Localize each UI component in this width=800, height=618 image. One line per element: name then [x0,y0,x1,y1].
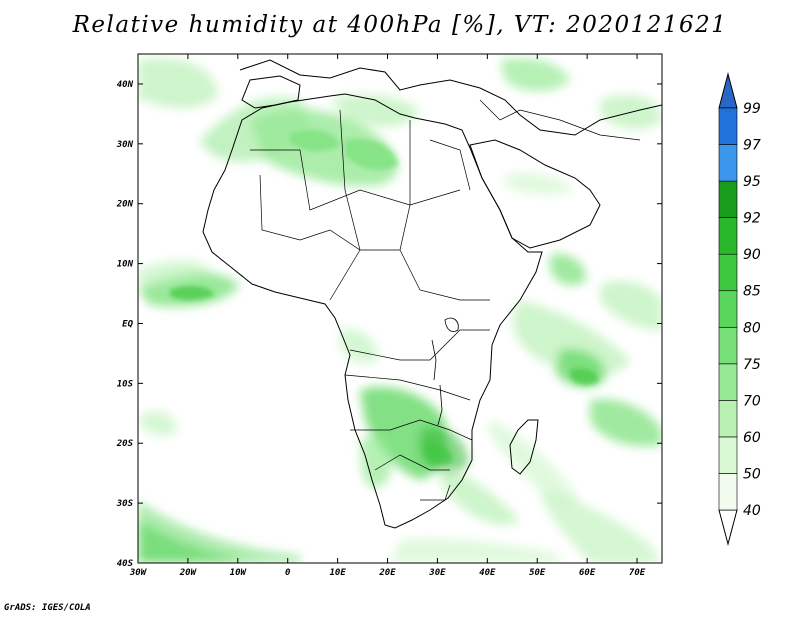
colorbar-level-label: 90 [743,247,761,263]
colorbar-segment [718,473,738,511]
madagascar-coastline [509,419,539,475]
iberia-coastline [241,75,301,109]
lat-tick-label: 10N [117,260,134,270]
lon-tick-label: 30W [129,568,148,578]
humidity-core-patches [170,129,599,465]
lon-tick-label: 50E [529,568,546,578]
lon-tick-label: 20W [179,568,198,578]
colorbar-level-label: 80 [743,320,761,336]
lon-tick-label: 20E [378,568,396,578]
coastlines [202,59,663,529]
colorbar-level-label: 40 [743,503,761,519]
colorbar-level-label: 99 [743,101,761,117]
colorbar-segment [718,326,738,365]
lon-tick-label: 10W [230,568,248,578]
colorbar-segment [718,253,738,292]
lat-tick-label: 20S [116,439,134,449]
lakes [431,317,459,426]
chart-title: Relative humidity at 400hPa [%], VT: 202… [72,12,728,38]
colorbar-labels: 40 50 60 70 75 80 85 90 92 95 97 99 [743,101,761,519]
lon-tick-label: 0 [285,568,291,578]
colorbar-segment [718,144,738,182]
colorbar-level-label: 70 [743,393,761,409]
colorbar-level-label: 60 [743,430,761,446]
colorbar-segment [718,107,738,145]
lat-tick-label: 40S [117,559,134,569]
lat-tick-label: 10S [117,379,134,389]
lat-tick-label: 30S [116,499,134,509]
colorbar-segment [718,180,738,218]
colorbar-level-label: 97 [743,138,761,154]
colorbar-level-label: 75 [743,357,761,373]
europe-coastline [239,59,663,136]
lon-tick-label: 70E [629,568,646,578]
lat-tick-label: 20N [116,200,134,210]
colorbar-segment [718,363,738,401]
colorbar-level-label: 95 [743,174,761,190]
colorbar [718,72,738,546]
colorbar-level-label: 50 [743,466,761,482]
longitude-labels: 30W 20W 10W 0 10E 20E 30E 40E 50E 60E 70E [129,568,646,578]
africa-coastline [202,93,543,529]
lon-tick-label: 60E [579,568,596,578]
latitude-labels: 40N 30N 20N 10N EQ 10S 20S 30S 40S [116,80,134,569]
colorbar-min-arrow [718,509,738,546]
lat-tick-label: EQ [122,319,133,329]
humidity-light-patches [138,58,662,563]
lon-tick-label: 10E [329,568,346,578]
colorbar-level-label: 85 [743,284,761,300]
colorbar-max-arrow [718,72,738,109]
lon-tick-label: 30E [428,568,446,578]
arabia-coastline [469,139,601,249]
lat-tick-label: 40N [117,80,134,90]
plot-frame [137,53,663,564]
colorbar-segment [718,217,738,255]
humidity-field [138,58,662,563]
axis-ticks [137,54,662,564]
lat-tick-label: 30N [116,140,134,150]
colorbar-segment [718,290,738,328]
colorbar-segment [718,436,738,474]
borders [250,99,641,501]
footer-credit: GrADS: IGES/COLA [4,603,91,613]
lon-tick-label: 40E [479,568,496,578]
colorbar-segment [718,400,738,438]
colorbar-level-label: 92 [743,211,761,227]
